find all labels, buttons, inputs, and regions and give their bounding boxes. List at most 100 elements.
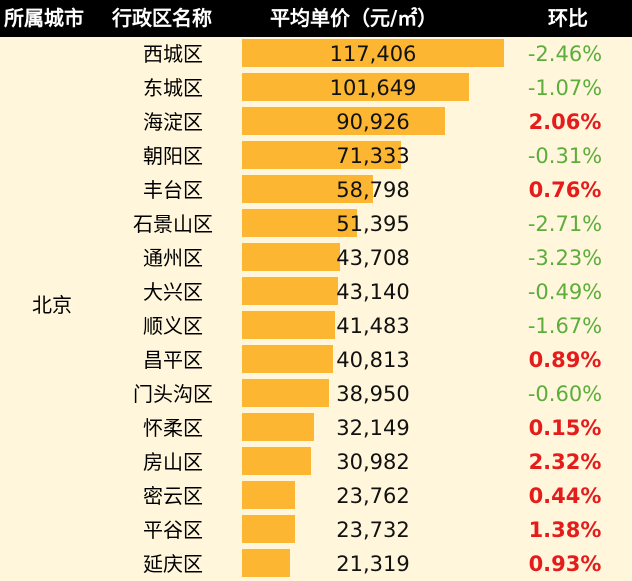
price-bar-track bbox=[242, 243, 504, 271]
price-value: 40,813 bbox=[336, 348, 410, 372]
price-bar bbox=[242, 243, 340, 271]
district-name: 丰台区 bbox=[143, 178, 203, 202]
price-bar bbox=[242, 345, 333, 373]
change-value: -2.71% bbox=[527, 212, 603, 236]
price-bar bbox=[242, 209, 357, 237]
table-row: 通州区 43,708 -3.23% bbox=[0, 241, 632, 275]
price-bar-track bbox=[242, 515, 504, 543]
header-district: 行政区名称 bbox=[112, 6, 212, 30]
price-value: 71,333 bbox=[336, 144, 410, 168]
table-row: 怀柔区 32,149 0.15% bbox=[0, 411, 632, 445]
price-value: 23,762 bbox=[336, 484, 410, 508]
city-label: 北京 bbox=[32, 293, 72, 317]
price-bar bbox=[242, 175, 373, 203]
price-bar-track bbox=[242, 345, 504, 373]
price-bar bbox=[242, 481, 295, 509]
price-value: 43,708 bbox=[336, 246, 410, 270]
price-bar-track bbox=[242, 73, 504, 101]
price-bar-track bbox=[242, 209, 504, 237]
price-bar bbox=[242, 277, 338, 305]
price-bar-track bbox=[242, 175, 504, 203]
price-bar bbox=[242, 73, 469, 101]
price-bar-track bbox=[242, 39, 504, 67]
price-value: 58,798 bbox=[336, 178, 410, 202]
change-value: -1.67% bbox=[527, 314, 603, 338]
district-name: 昌平区 bbox=[143, 348, 203, 372]
table-row: 丰台区 58,798 0.76% bbox=[0, 173, 632, 207]
district-name: 密云区 bbox=[143, 484, 203, 508]
table-header: 所属城市 行政区名称 平均单价（元/㎡） 环比 bbox=[0, 0, 632, 37]
price-bar-track bbox=[242, 379, 504, 407]
change-value: 0.44% bbox=[528, 484, 602, 508]
table-row: 大兴区 43,140 -0.49% bbox=[0, 275, 632, 309]
price-bar-track bbox=[242, 447, 504, 475]
table-row: 平谷区 23,732 1.38% bbox=[0, 513, 632, 547]
price-bar bbox=[242, 311, 335, 339]
table-row: 门头沟区 38,950 -0.60% bbox=[0, 377, 632, 411]
table-row: 东城区 101,649 -1.07% bbox=[0, 71, 632, 105]
change-value: -0.60% bbox=[527, 382, 603, 406]
price-bar bbox=[242, 413, 314, 441]
price-bar bbox=[242, 141, 401, 169]
price-value: 32,149 bbox=[336, 416, 410, 440]
change-value: 0.76% bbox=[528, 178, 602, 202]
price-bar-track bbox=[242, 413, 504, 441]
price-bar bbox=[242, 39, 504, 67]
price-bar bbox=[242, 549, 290, 577]
district-name: 怀柔区 bbox=[143, 416, 203, 440]
district-name: 门头沟区 bbox=[133, 382, 213, 406]
district-name: 海淀区 bbox=[143, 110, 203, 134]
district-name: 延庆区 bbox=[143, 552, 203, 576]
change-value: -0.49% bbox=[527, 280, 603, 304]
district-name: 房山区 bbox=[143, 450, 203, 474]
district-name: 平谷区 bbox=[143, 518, 203, 542]
table-row: 顺义区 41,483 -1.67% bbox=[0, 309, 632, 343]
price-bar-track bbox=[242, 277, 504, 305]
table-row: 密云区 23,762 0.44% bbox=[0, 479, 632, 513]
district-name: 东城区 bbox=[143, 76, 203, 100]
header-average-price: 平均单价（元/㎡） bbox=[270, 6, 438, 30]
change-value: 0.93% bbox=[528, 552, 602, 576]
table-row: 西城区 117,406 -2.46% bbox=[0, 37, 632, 71]
price-bar-track bbox=[242, 107, 504, 135]
district-name: 通州区 bbox=[143, 246, 203, 270]
price-bar bbox=[242, 379, 329, 407]
price-value: 101,649 bbox=[329, 76, 417, 100]
district-name: 大兴区 bbox=[143, 280, 203, 304]
change-value: 0.15% bbox=[528, 416, 602, 440]
header-city: 所属城市 bbox=[4, 6, 84, 30]
table-row: 房山区 30,982 2.32% bbox=[0, 445, 632, 479]
district-name: 石景山区 bbox=[133, 212, 213, 236]
price-value: 90,926 bbox=[336, 110, 410, 134]
price-bar bbox=[242, 515, 295, 543]
table-row: 延庆区 21,319 0.93% bbox=[0, 547, 632, 581]
change-value: -0.31% bbox=[527, 144, 603, 168]
price-value: 51,395 bbox=[336, 212, 410, 236]
price-bar-track bbox=[242, 481, 504, 509]
price-value: 43,140 bbox=[336, 280, 410, 304]
change-value: 2.32% bbox=[528, 450, 602, 474]
change-value: 1.38% bbox=[528, 518, 602, 542]
change-value: -1.07% bbox=[527, 76, 603, 100]
change-value: 0.89% bbox=[528, 348, 602, 372]
table-row: 朝阳区 71,333 -0.31% bbox=[0, 139, 632, 173]
district-name: 西城区 bbox=[143, 42, 203, 66]
header-change: 环比 bbox=[548, 6, 588, 30]
change-value: -2.46% bbox=[527, 42, 603, 66]
price-value: 38,950 bbox=[336, 382, 410, 406]
price-value: 41,483 bbox=[336, 314, 410, 338]
price-value: 117,406 bbox=[329, 42, 417, 66]
price-bar-track bbox=[242, 141, 504, 169]
price-value: 21,319 bbox=[336, 552, 410, 576]
price-value: 23,732 bbox=[336, 518, 410, 542]
change-value: -3.23% bbox=[527, 246, 603, 270]
price-value: 30,982 bbox=[336, 450, 410, 474]
price-bar-track bbox=[242, 311, 504, 339]
district-name: 朝阳区 bbox=[143, 144, 203, 168]
price-bar-track bbox=[242, 549, 504, 577]
price-bar bbox=[242, 447, 311, 475]
price-bar bbox=[242, 107, 445, 135]
district-name: 顺义区 bbox=[143, 314, 203, 338]
change-value: 2.06% bbox=[528, 110, 602, 134]
table-row: 昌平区 40,813 0.89% bbox=[0, 343, 632, 377]
